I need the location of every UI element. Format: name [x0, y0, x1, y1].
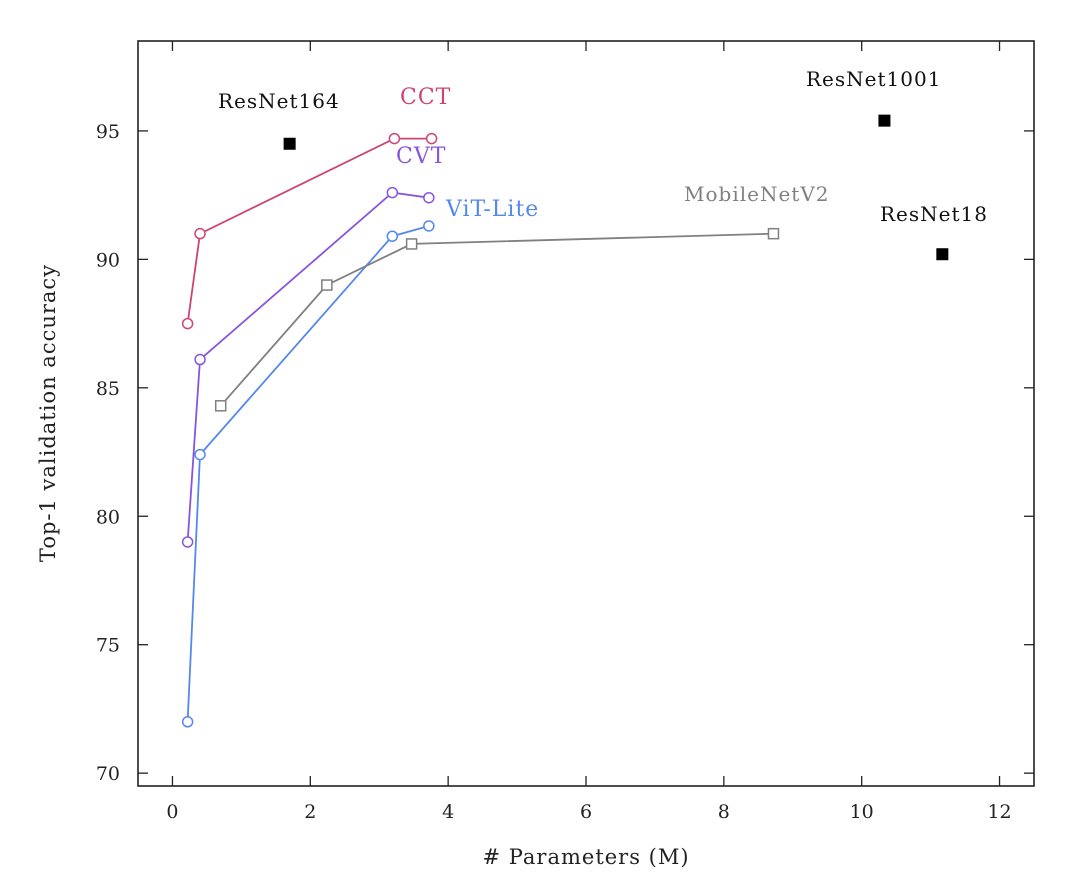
y-tick-label: 70 — [96, 763, 120, 785]
point-label-resnet164: ResNet164 — [218, 89, 340, 113]
point-marker-resnet164 — [283, 137, 296, 150]
series-marker-cvt — [386, 186, 399, 199]
x-tick-labels: 0 2 4 6 8 10 12 — [166, 801, 1011, 823]
series-line-cct — [186, 137, 432, 324]
x-tick-label: 2 — [304, 801, 316, 823]
series-line-cvt — [186, 191, 430, 542]
series-label-mobilenetv2: MobileNetV2 — [684, 182, 830, 206]
point-label-resnet18: ResNet18 — [880, 202, 988, 226]
point-label-resnet1001: ResNet1001 — [806, 67, 941, 91]
series-marker-mobilenetv2 — [405, 238, 418, 250]
series-marker-cvt — [181, 536, 194, 548]
x-axis-title: # Parameters (M) — [482, 845, 689, 869]
series-marker-vit-lite — [181, 716, 194, 728]
axis-ticks — [138, 41, 1034, 786]
y-tick-label: 90 — [96, 249, 120, 271]
series-group — [181, 132, 780, 728]
point-marker-resnet1001 — [878, 114, 891, 127]
series-marker-vit-lite — [194, 448, 206, 461]
series-label-vit-lite: ViT-Lite — [445, 197, 539, 222]
x-tick-label: 8 — [718, 801, 730, 823]
series-marker-mobilenetv2 — [321, 279, 333, 291]
point-markers — [283, 114, 949, 261]
series-label-cvt: CVT — [396, 144, 446, 169]
series-line-mobilenetv2 — [220, 232, 774, 407]
series-marker-vit-lite — [423, 220, 435, 232]
y-tick-label: 85 — [96, 378, 120, 400]
x-tick-label: 0 — [166, 801, 178, 823]
y-axis-title: Top-1 validation accuracy — [36, 264, 60, 562]
series-marker-cvt — [194, 353, 206, 366]
series-marker-mobilenetv2 — [214, 400, 227, 412]
series-marker-vit-lite — [386, 230, 399, 242]
series-marker-mobilenetv2 — [767, 227, 780, 240]
plot-frame — [137, 40, 1035, 787]
x-tick-label: 12 — [987, 801, 1011, 823]
y-tick-label: 75 — [96, 635, 120, 657]
x-tick-label: 4 — [442, 801, 454, 823]
series-marker-cct — [181, 317, 194, 330]
point-marker-resnet18 — [936, 248, 949, 261]
series-label-cct: CCT — [400, 85, 451, 110]
series-marker-cct — [194, 227, 206, 240]
x-tick-label: 6 — [580, 801, 592, 823]
series-marker-cct — [388, 132, 401, 145]
y-tick-label: 80 — [96, 506, 120, 528]
series-marker-cvt — [423, 191, 435, 204]
series-line-vit-lite — [186, 225, 430, 722]
series-marker-cct — [425, 132, 438, 145]
y-tick-label: 95 — [96, 121, 120, 143]
x-tick-label: 10 — [850, 801, 874, 823]
y-tick-labels: 70 75 80 85 90 95 — [96, 121, 120, 785]
